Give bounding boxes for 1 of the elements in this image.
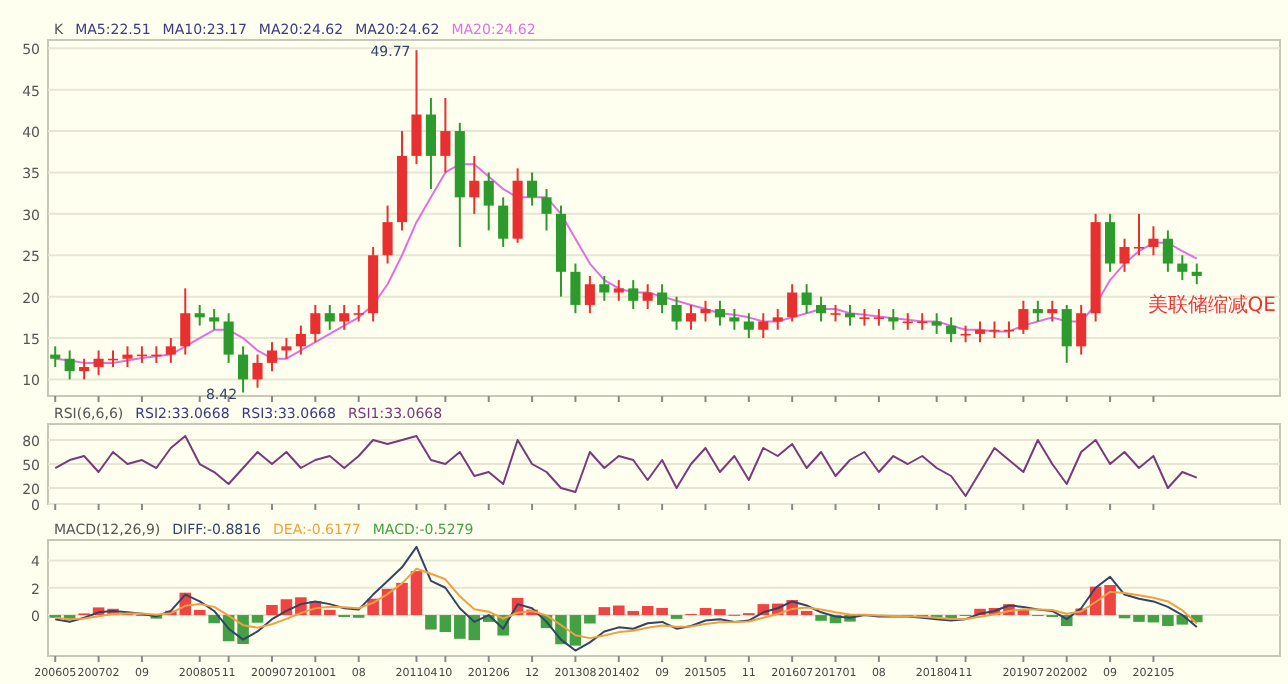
annotation: 美联储缩减QE — [1147, 292, 1276, 317]
